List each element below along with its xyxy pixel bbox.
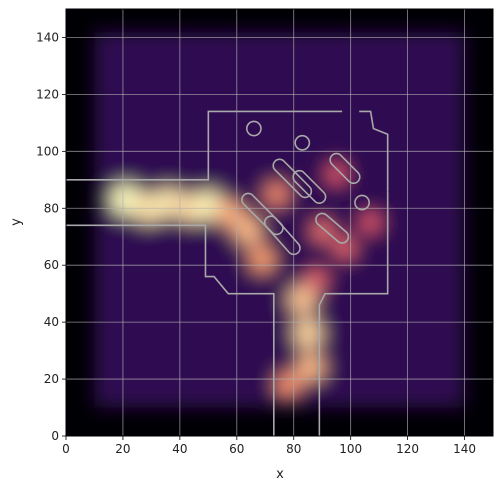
field-hotspot [232,215,264,247]
boundary-segment [359,110,389,192]
x-tick-label: 60 [229,442,244,456]
x-axis-ticks: 0 20 40 60 80 100 120 140 [62,436,476,456]
y-axis-label: y [9,218,24,226]
field-hotspot [247,244,278,275]
x-tick-label: 100 [339,442,362,456]
boundary-segment [318,191,389,436]
field-hotspot [291,316,325,351]
y-tick-label: 0 [51,429,59,443]
plot-frame [65,8,494,437]
field-hotspot [262,180,291,208]
plot-area [65,8,494,437]
field-hotspot [286,283,319,316]
obstacle-capsule [241,192,284,236]
boundary-segment [66,224,275,436]
obstacle-capsule [263,215,301,256]
x-axis-label: x [276,467,284,482]
y-tick-label: 140 [36,30,59,44]
x-tick-label: 20 [115,442,130,456]
obstacle-capsule [292,169,327,204]
obstacle-capsule [315,212,350,244]
y-axis-ticks: 0 20 40 60 80 100 120 140 [36,30,66,443]
y-tick-label: 60 [44,258,59,272]
x-tick-label: 120 [396,442,419,456]
x-tick-label: 0 [62,442,70,456]
x-tick-label: 140 [453,442,476,456]
boundary-outline [66,110,389,436]
field-hotspot [358,210,383,235]
obstacle-circle [245,120,262,137]
field-hotspot [273,370,303,400]
x-tick-label: 80 [286,442,301,456]
y-tick-label: 100 [36,144,59,158]
y-tick-label: 120 [36,87,59,101]
obstacles [241,120,370,256]
obstacle-circle [294,134,311,151]
field-hotspot [309,217,336,245]
field-hotspot [303,266,330,293]
obstacle-capsule [329,152,361,185]
x-tick-label: 40 [172,442,187,456]
y-tick-label: 80 [44,201,59,215]
obstacle-circle [354,194,370,211]
y-tick-label: 40 [44,315,59,329]
y-tick-label: 20 [44,372,59,386]
field-hotspot [324,161,349,187]
intensity-field [94,31,465,408]
boundary-segment [66,110,343,181]
